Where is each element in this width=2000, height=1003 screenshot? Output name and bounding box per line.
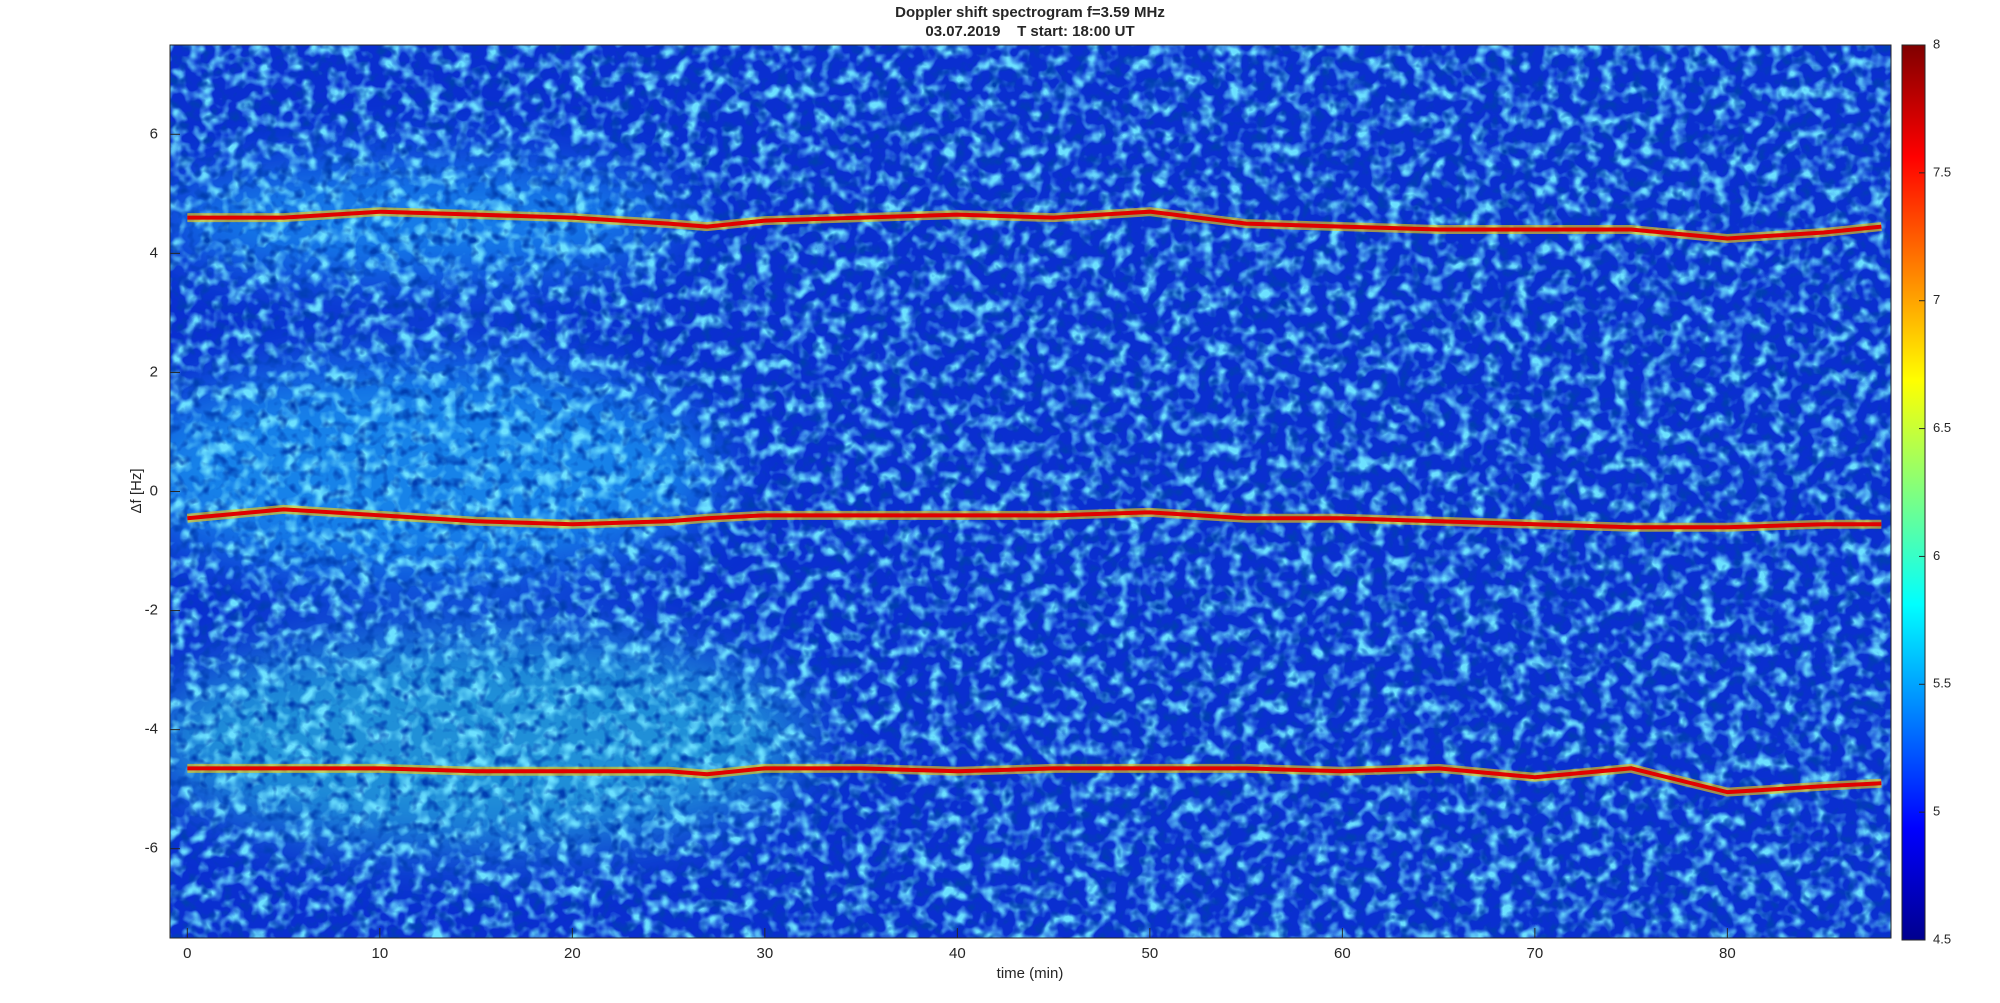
x-tick-label: 20 bbox=[564, 945, 581, 962]
colorbar-tick-label: 6 bbox=[1933, 548, 1940, 563]
x-tick-label: 60 bbox=[1334, 945, 1351, 962]
doppler-trace bbox=[187, 209, 1882, 241]
colorbar-tick-label: 6.5 bbox=[1933, 420, 1951, 435]
y-tick-label: -4 bbox=[145, 721, 158, 738]
x-tick-label: 50 bbox=[1142, 945, 1159, 962]
y-axis-label: Δf [Hz] bbox=[128, 468, 145, 513]
y-tick-label: 4 bbox=[150, 244, 158, 261]
colorbar-tick-label: 7.5 bbox=[1933, 164, 1951, 179]
colorbar bbox=[1901, 44, 1926, 941]
y-tick-label: 2 bbox=[150, 363, 158, 380]
y-tick-label: 6 bbox=[150, 125, 158, 142]
x-tick-label: 40 bbox=[949, 945, 966, 962]
doppler-trace bbox=[187, 507, 1882, 530]
colorbar-tick-label: 8 bbox=[1933, 36, 1940, 51]
noise-dark bbox=[170, 45, 1891, 938]
y-tick-label: -2 bbox=[145, 602, 158, 619]
x-tick-label: 10 bbox=[371, 945, 388, 962]
x-tick-label: 70 bbox=[1527, 945, 1544, 962]
colorbar-tick-label: 5.5 bbox=[1933, 676, 1951, 691]
spectrogram-image bbox=[170, 45, 1891, 938]
colorbar-tick-label: 7 bbox=[1933, 292, 1940, 307]
x-axis-label: time (min) bbox=[997, 965, 1064, 982]
x-tick-label: 0 bbox=[183, 945, 191, 962]
y-tick-label: 0 bbox=[150, 482, 158, 499]
chart-title: Doppler shift spectrogram f=3.59 MHz bbox=[895, 4, 1165, 21]
colorbar-tick-label: 4.5 bbox=[1933, 931, 1951, 946]
x-tick-label: 30 bbox=[756, 945, 773, 962]
y-tick-label: -6 bbox=[145, 840, 158, 857]
colorbar-tick-label: 5 bbox=[1933, 804, 1940, 819]
chart-subtitle: 03.07.2019 T start: 18:00 UT bbox=[925, 23, 1134, 40]
doppler-trace bbox=[187, 766, 1882, 795]
x-tick-label: 80 bbox=[1719, 945, 1736, 962]
